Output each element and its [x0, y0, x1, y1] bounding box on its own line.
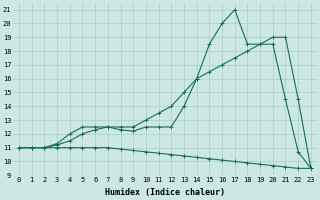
X-axis label: Humidex (Indice chaleur): Humidex (Indice chaleur): [105, 188, 225, 197]
